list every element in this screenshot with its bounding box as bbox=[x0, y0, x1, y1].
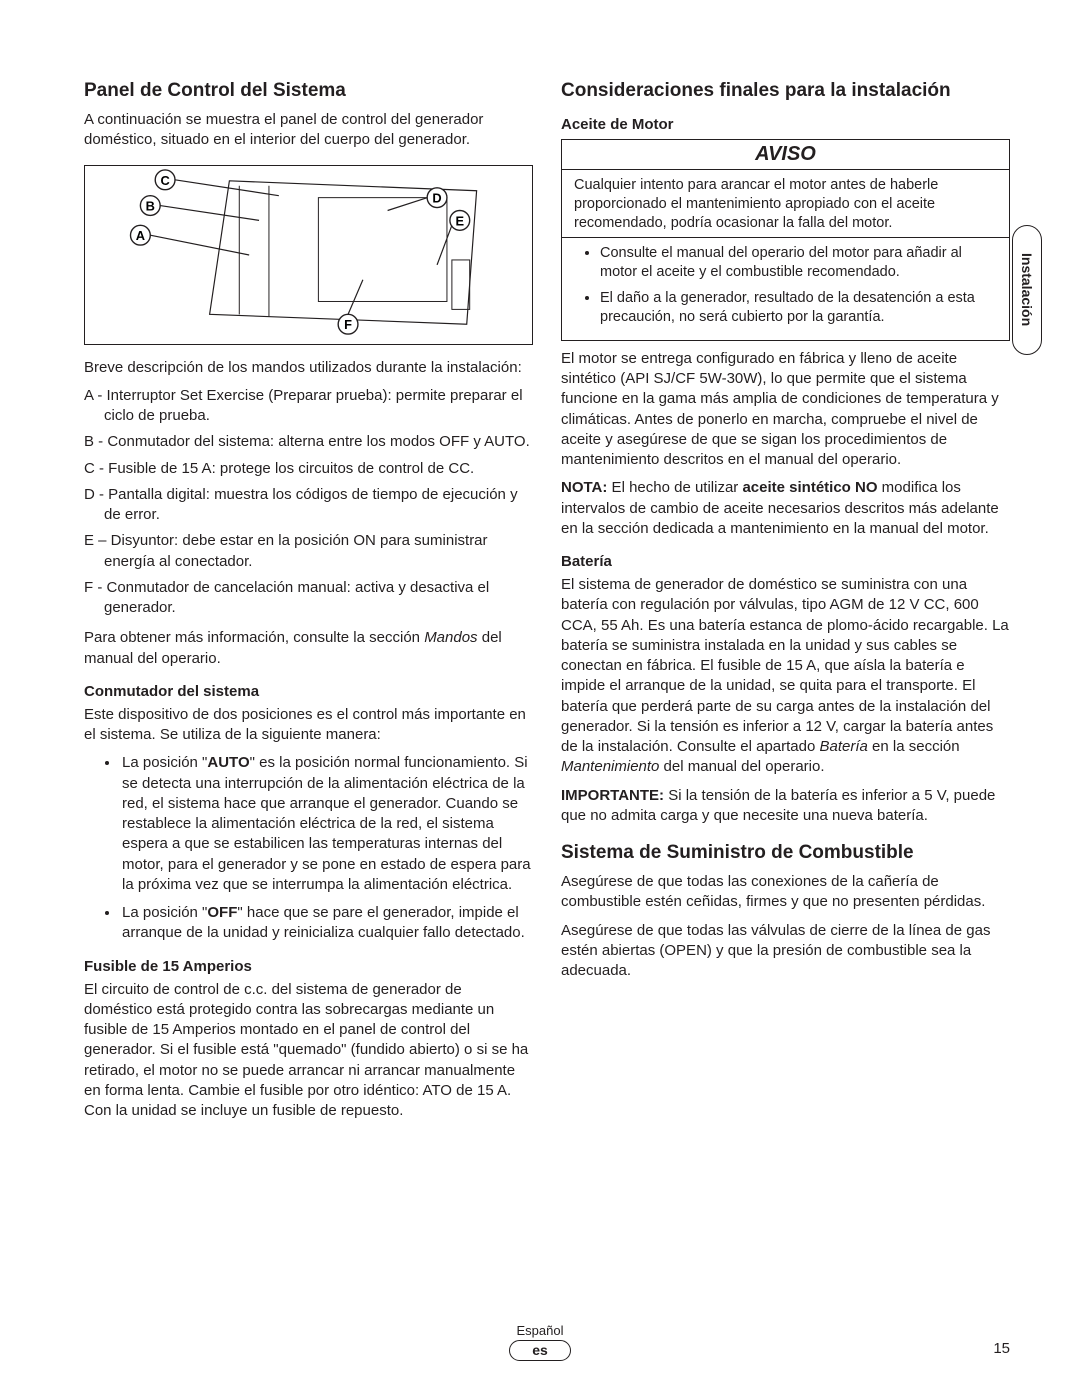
conmutador-intro: Este dispositivo de dos posiciones es el… bbox=[84, 705, 533, 746]
desc-d: D - Pantalla digital: muestra los código… bbox=[84, 485, 533, 526]
fuel-para-2: Asegúrese de que todas las válvulas de c… bbox=[561, 921, 1010, 982]
side-tab-label: Instalación bbox=[1019, 253, 1035, 326]
auto-item: La posición "AUTO" es la posición normal… bbox=[120, 753, 533, 895]
desc-intro: Breve descripción de los mandos utilizad… bbox=[84, 358, 533, 378]
nota-para: NOTA: El hecho de utilizar aceite sintét… bbox=[561, 478, 1010, 539]
desc-f: F - Conmutador de cancelación manual: ac… bbox=[84, 578, 533, 619]
fusible-text: El circuito de control de c.c. del siste… bbox=[84, 980, 533, 1122]
importante-para: IMPORTANTE: Si la tensión de la batería … bbox=[561, 786, 1010, 827]
side-tab: Instalación bbox=[1012, 225, 1042, 355]
control-panel-diagram: A B C D E F bbox=[84, 165, 533, 345]
bateria-heading: Batería bbox=[561, 553, 1010, 570]
diagram-label-e: E bbox=[456, 213, 465, 228]
left-intro: A continuación se muestra el panel de co… bbox=[84, 110, 533, 151]
fusible-heading: Fusible de 15 Amperios bbox=[84, 958, 533, 975]
diagram-label-d: D bbox=[432, 190, 441, 205]
motor-para: El motor se entrega configurado en fábri… bbox=[561, 349, 1010, 471]
page-number: 15 bbox=[993, 1340, 1010, 1357]
control-descriptions: A - Interruptor Set Exercise (Preparar p… bbox=[84, 386, 533, 619]
desc-c: C - Fusible de 15 A: protege los circuit… bbox=[84, 459, 533, 479]
fuel-heading: Sistema de Suministro de Combustible bbox=[561, 842, 1010, 864]
footer-language: Español bbox=[0, 1323, 1080, 1338]
fuel-para-1: Asegúrese de que todas las conexiones de… bbox=[561, 872, 1010, 913]
diagram-label-c: C bbox=[160, 172, 169, 187]
aceite-heading: Aceite de Motor bbox=[561, 116, 1010, 133]
conmutador-list: La posición "AUTO" es la posición normal… bbox=[84, 753, 533, 943]
diagram-label-f: F bbox=[344, 317, 352, 332]
aviso-item-2: El daño a la generador, resultado de la … bbox=[600, 289, 997, 328]
more-info: Para obtener más información, consulte l… bbox=[84, 628, 533, 669]
aviso-body: Cualquier intento para arancar el motor … bbox=[562, 170, 1009, 238]
left-heading: Panel de Control del Sistema bbox=[84, 80, 533, 102]
footer-lang-code: es bbox=[509, 1340, 571, 1361]
diagram-label-a: A bbox=[136, 228, 145, 243]
desc-b: B - Conmutador del sistema: alterna entr… bbox=[84, 432, 533, 452]
conmutador-heading: Conmutador del sistema bbox=[84, 683, 533, 700]
desc-a: A - Interruptor Set Exercise (Preparar p… bbox=[84, 386, 533, 427]
right-column: Consideraciones finales para la instalac… bbox=[561, 80, 1010, 1129]
diagram-label-b: B bbox=[146, 198, 155, 213]
right-heading: Consideraciones finales para la instalac… bbox=[561, 80, 1010, 102]
footer: Español es bbox=[0, 1323, 1080, 1361]
bateria-para: El sistema de generador de doméstico se … bbox=[561, 575, 1010, 778]
left-column: Panel de Control del Sistema A continuac… bbox=[84, 80, 533, 1129]
off-item: La posición "OFF" hace que se pare el ge… bbox=[120, 903, 533, 944]
aviso-title: AVISO bbox=[562, 140, 1009, 170]
aviso-list: Consulte el manual del operario del moto… bbox=[562, 238, 1009, 340]
aviso-item-1: Consulte el manual del operario del moto… bbox=[600, 244, 997, 283]
desc-e: E – Disyuntor: debe estar en la posición… bbox=[84, 531, 533, 572]
aviso-box: AVISO Cualquier intento para arancar el … bbox=[561, 139, 1010, 341]
